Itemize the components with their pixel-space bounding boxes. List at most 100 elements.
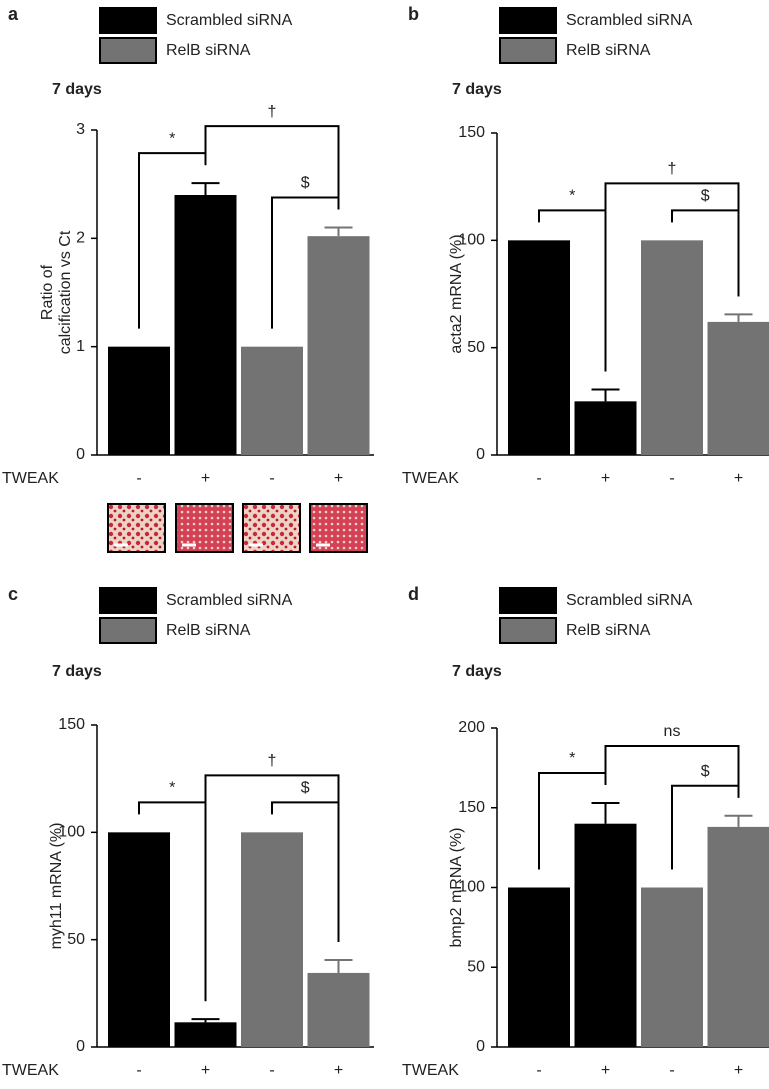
x-tick-label: - bbox=[136, 1062, 141, 1079]
bar bbox=[508, 888, 570, 1048]
x-axis-label: TWEAK bbox=[402, 1062, 459, 1079]
legend-swatch bbox=[100, 618, 156, 643]
error-bar bbox=[192, 1019, 220, 1022]
significance-label: $ bbox=[301, 175, 310, 192]
panel-letter: b bbox=[408, 4, 419, 24]
legend-label: RelB siRNA bbox=[166, 622, 251, 639]
y-tick-label: 1 bbox=[76, 338, 85, 355]
legend-swatch bbox=[100, 38, 156, 63]
x-tick-label: - bbox=[536, 470, 541, 487]
y-tick-label: 0 bbox=[476, 1038, 485, 1055]
bar bbox=[175, 1022, 237, 1047]
y-axis-label: Ratio of bbox=[39, 264, 56, 320]
y-tick-label: 3 bbox=[76, 121, 85, 138]
y-tick-label: 0 bbox=[76, 1038, 85, 1055]
significance-label: † bbox=[268, 753, 277, 770]
y-tick-label: 200 bbox=[458, 719, 485, 736]
bar bbox=[508, 240, 570, 455]
legend-swatch bbox=[100, 8, 156, 33]
legend-label: Scrambled siRNA bbox=[566, 12, 693, 29]
error-bar bbox=[725, 314, 753, 322]
error-bar bbox=[325, 960, 353, 973]
significance-label: * bbox=[169, 130, 175, 147]
bar bbox=[108, 832, 170, 1047]
bar bbox=[708, 827, 769, 1047]
bar bbox=[241, 347, 303, 455]
stain-images bbox=[108, 504, 367, 552]
y-tick-label: 50 bbox=[67, 931, 85, 948]
significance-label: † bbox=[668, 161, 677, 178]
significance-label: * bbox=[569, 750, 575, 767]
legend-swatch bbox=[500, 618, 556, 643]
subtitle: 7 days bbox=[52, 81, 102, 98]
error-bar bbox=[725, 816, 753, 827]
x-axis-label: TWEAK bbox=[402, 470, 459, 487]
panel-letter: c bbox=[8, 584, 18, 604]
bar bbox=[708, 322, 769, 455]
y-tick-label: 0 bbox=[76, 446, 85, 463]
y-tick-label: 0 bbox=[476, 446, 485, 463]
y-tick-label: 100 bbox=[458, 232, 485, 249]
x-tick-label: + bbox=[734, 470, 743, 487]
legend-label: RelB siRNA bbox=[566, 622, 651, 639]
y-tick-label: 50 bbox=[467, 958, 485, 975]
legend-swatch bbox=[500, 8, 556, 33]
legend-swatch bbox=[500, 38, 556, 63]
panel-letter: a bbox=[8, 4, 19, 24]
y-tick-label: 100 bbox=[458, 879, 485, 896]
bar bbox=[108, 347, 170, 455]
y-axis-label: myh11 mRNA (%) bbox=[48, 823, 65, 950]
error-bar bbox=[592, 390, 620, 402]
x-tick-label: - bbox=[136, 470, 141, 487]
bar bbox=[641, 240, 703, 455]
bar bbox=[175, 195, 237, 455]
significance-label: $ bbox=[701, 763, 710, 780]
legend-label: RelB siRNA bbox=[566, 42, 651, 59]
x-tick-label: + bbox=[601, 470, 610, 487]
x-tick-label: - bbox=[669, 1062, 674, 1079]
bar bbox=[575, 401, 637, 455]
bar bbox=[575, 824, 637, 1047]
y-tick-label: 150 bbox=[458, 124, 485, 141]
y-tick-label: 150 bbox=[58, 716, 85, 733]
subtitle: 7 days bbox=[452, 81, 502, 98]
x-tick-label: - bbox=[269, 470, 274, 487]
x-tick-label: + bbox=[601, 1062, 610, 1079]
error-bar bbox=[325, 228, 353, 237]
legend-label: Scrambled siRNA bbox=[566, 592, 693, 609]
x-tick-label: + bbox=[734, 1062, 743, 1079]
x-tick-label: - bbox=[536, 1062, 541, 1079]
x-axis-label: TWEAK bbox=[2, 1062, 59, 1079]
x-tick-label: + bbox=[201, 470, 210, 487]
significance-label: † bbox=[268, 103, 277, 120]
bar bbox=[308, 973, 370, 1047]
significance-label: * bbox=[569, 188, 575, 205]
y-axis-label: acta2 mRNA (%) bbox=[448, 234, 465, 353]
subtitle: 7 days bbox=[52, 663, 102, 680]
significance-label: $ bbox=[301, 780, 310, 797]
bar bbox=[641, 888, 703, 1048]
legend-swatch bbox=[100, 588, 156, 613]
y-tick-label: 150 bbox=[458, 799, 485, 816]
significance-label: * bbox=[169, 780, 175, 797]
legend-label: Scrambled siRNA bbox=[166, 12, 293, 29]
x-tick-label: - bbox=[269, 1062, 274, 1079]
error-bar bbox=[192, 183, 220, 195]
y-axis-label: calcification vs Ct bbox=[57, 230, 74, 354]
significance-label: $ bbox=[701, 188, 710, 205]
bar bbox=[308, 236, 370, 455]
legend-label: RelB siRNA bbox=[166, 42, 251, 59]
y-tick-label: 50 bbox=[467, 339, 485, 356]
x-tick-label: - bbox=[669, 470, 674, 487]
x-axis-label: TWEAK bbox=[2, 470, 59, 487]
panel-letter: d bbox=[408, 584, 419, 604]
y-tick-label: 2 bbox=[76, 230, 85, 247]
y-tick-label: 100 bbox=[58, 824, 85, 841]
x-tick-label: + bbox=[334, 470, 343, 487]
subtitle: 7 days bbox=[452, 663, 502, 680]
bar bbox=[241, 832, 303, 1047]
legend-label: Scrambled siRNA bbox=[166, 592, 293, 609]
error-bar bbox=[592, 803, 620, 824]
legend-swatch bbox=[500, 588, 556, 613]
